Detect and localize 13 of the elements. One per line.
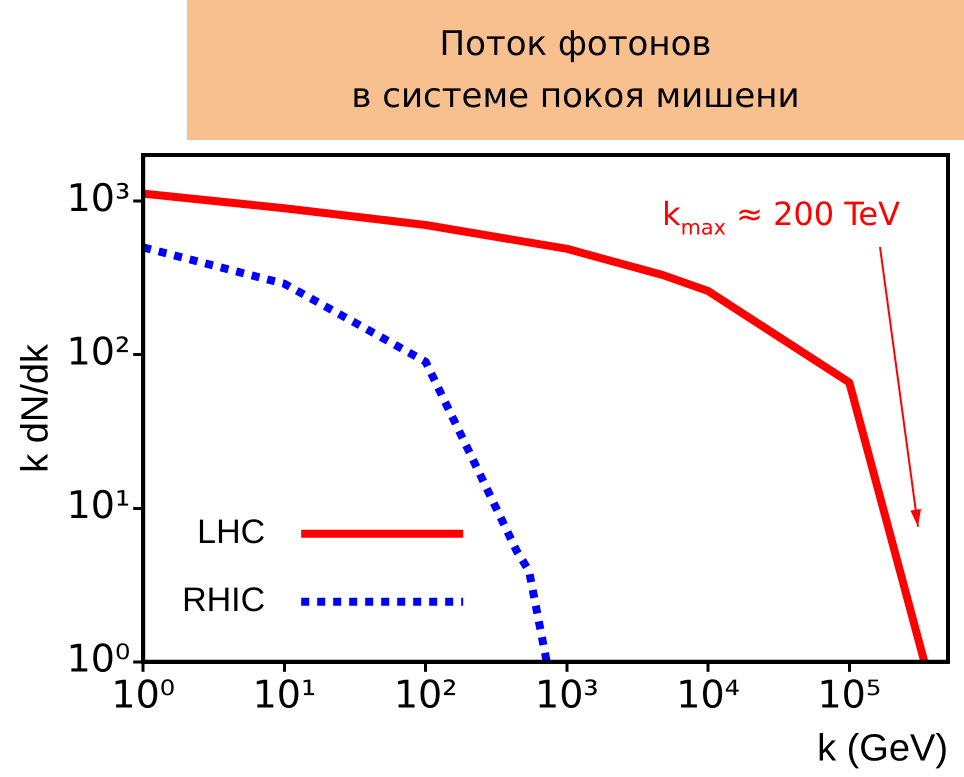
x-tick-label: 10⁴ [676,672,740,716]
legend-label: RHIC [182,581,266,620]
y-tick-label: 10¹ [66,483,130,528]
x-tick-label: 10² [394,672,458,716]
chart-title: Поток фотонов в системе покоя мишени [187,0,964,140]
x-tick-label: 10⁵ [817,672,882,716]
x-tick-label: 10³ [535,672,599,716]
y-axis-title: k dN/dk [14,342,56,473]
y-tick-label: 10² [66,330,130,374]
y-tick-label: 10³ [66,176,130,220]
x-axis-title: k (GeV) [817,728,948,770]
x-tick-label: 10¹ [252,672,316,716]
legend-label: LHC [197,513,266,552]
